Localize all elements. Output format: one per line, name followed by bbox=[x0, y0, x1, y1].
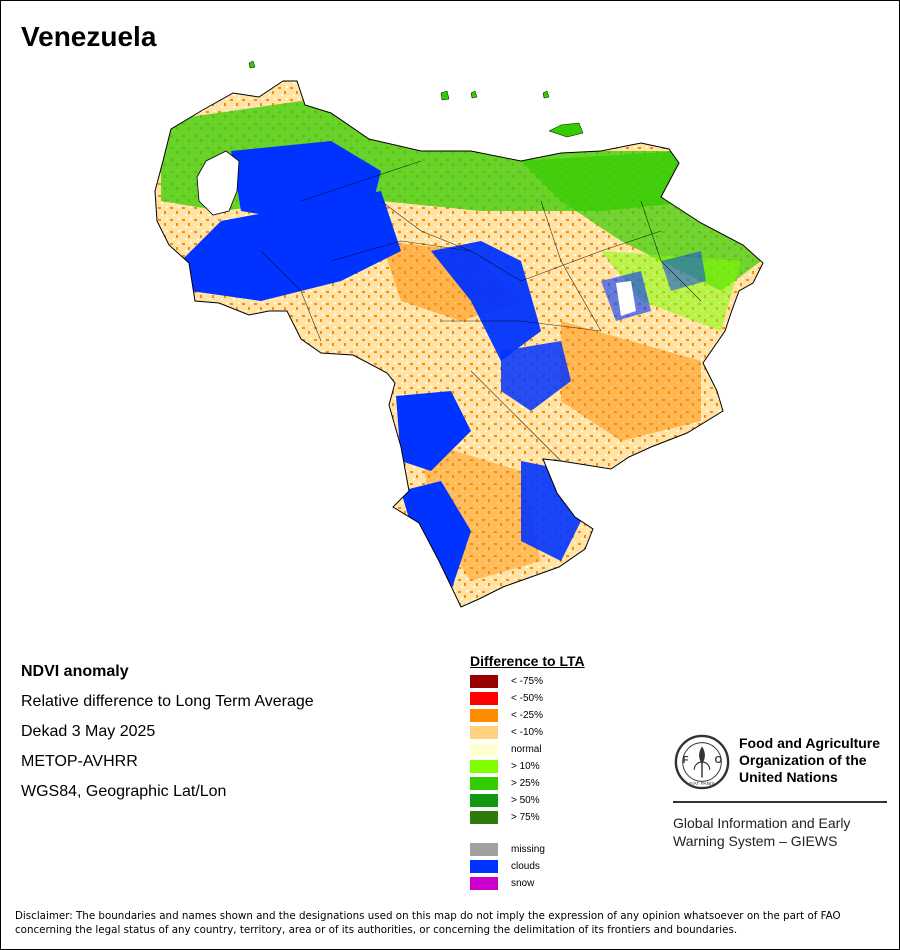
giews-name: Global Information and Early Warning Sys… bbox=[673, 814, 888, 850]
legend-class-swatch bbox=[470, 692, 498, 705]
logo-letter-o: O bbox=[715, 755, 723, 766]
giews-line2: Warning System – GIEWS bbox=[673, 833, 838, 849]
legend-class-label: > 10% bbox=[511, 761, 540, 772]
disclaimer-line2: concerning the legal status of any count… bbox=[15, 924, 738, 936]
legend-class-swatch bbox=[470, 675, 498, 688]
fao-name-line3: United Nations bbox=[739, 769, 838, 785]
legend-title: Difference to LTA bbox=[470, 653, 585, 669]
fao-name-line1: Food and Agriculture bbox=[739, 735, 881, 751]
legend-class-label: < -10% bbox=[511, 727, 543, 738]
legend-extra-label: clouds bbox=[511, 861, 540, 872]
anomaly-raster bbox=[155, 81, 763, 607]
logo-letter-f: F bbox=[683, 755, 689, 766]
product-subtitle: Relative difference to Long Term Average bbox=[21, 693, 314, 710]
legend-class-swatch bbox=[470, 760, 498, 773]
legend-class-swatch bbox=[470, 743, 498, 756]
legend-class-swatch bbox=[470, 709, 498, 722]
legend-class-row: normal bbox=[470, 741, 670, 758]
legend: Difference to LTA < -75% < -50% < -25% < -1… bbox=[470, 653, 670, 892]
product-period: Dekad 3 May 2025 bbox=[21, 723, 156, 740]
disclaimer-line1: Disclaimer: The boundaries and names sho… bbox=[15, 910, 841, 922]
legend-extra-swatch bbox=[470, 843, 498, 856]
legend-class-label: > 25% bbox=[511, 778, 540, 789]
legend-extra: missing clouds snow bbox=[470, 841, 670, 892]
legend-class-label: > 75% bbox=[511, 812, 540, 823]
legend-class-row: < -75% bbox=[470, 673, 670, 690]
legend-extra-row: missing bbox=[470, 841, 670, 858]
fao-name-line2: Organization of the bbox=[739, 752, 867, 768]
ndvi-anomaly-map bbox=[154, 60, 764, 608]
state-boundaries bbox=[260, 160, 702, 462]
fao-name: Food and Agriculture Organization of the… bbox=[739, 735, 889, 786]
map-area bbox=[1, 1, 899, 641]
product-title: NDVI anomaly bbox=[21, 663, 129, 680]
info-block: NDVI anomaly Relative difference to Long… bbox=[21, 657, 314, 807]
legend-class-swatch bbox=[470, 777, 498, 790]
legend-class-swatch bbox=[470, 726, 498, 739]
fao-logo: F O FIAT PANIS bbox=[674, 734, 730, 790]
disclaimer: Disclaimer: The boundaries and names sho… bbox=[15, 909, 890, 937]
legend-class-row: > 50% bbox=[470, 792, 670, 809]
legend-class-label: > 50% bbox=[511, 795, 540, 806]
legend-class-label: normal bbox=[511, 744, 542, 755]
legend-extra-label: missing bbox=[511, 844, 545, 855]
legend-class-swatch bbox=[470, 811, 498, 824]
fao-divider bbox=[673, 801, 887, 803]
legend-extra-swatch bbox=[470, 877, 498, 890]
giews-line1: Global Information and Early bbox=[673, 815, 851, 831]
legend-class-label: < -50% bbox=[511, 693, 543, 704]
legend-class-row: < -10% bbox=[470, 724, 670, 741]
product-sensor: METOP-AVHRR bbox=[21, 753, 138, 770]
legend-class-label: < -25% bbox=[511, 710, 543, 721]
map-title: Venezuela bbox=[21, 21, 157, 52]
legend-extra-swatch bbox=[470, 860, 498, 873]
legend-extra-row: clouds bbox=[470, 858, 670, 875]
legend-extra-row: snow bbox=[470, 875, 670, 892]
legend-class-row: > 25% bbox=[470, 775, 670, 792]
legend-class-label: < -75% bbox=[511, 676, 543, 687]
legend-class-row: < -25% bbox=[470, 707, 670, 724]
logo-motto: FIAT PANIS bbox=[689, 781, 715, 787]
legend-class-row: > 75% bbox=[470, 809, 670, 826]
legend-class-row: < -50% bbox=[470, 690, 670, 707]
legend-extra-label: snow bbox=[511, 878, 535, 889]
lake-maracaibo bbox=[196, 150, 240, 216]
legend-class-swatch bbox=[470, 794, 498, 807]
islands bbox=[248, 60, 584, 138]
legend-class-row: > 10% bbox=[470, 758, 670, 775]
legend-classes: < -75% < -50% < -25% < -10% normal > 10% > 25%… bbox=[470, 673, 670, 826]
product-projection: WGS84, Geographic Lat/Lon bbox=[21, 783, 227, 800]
